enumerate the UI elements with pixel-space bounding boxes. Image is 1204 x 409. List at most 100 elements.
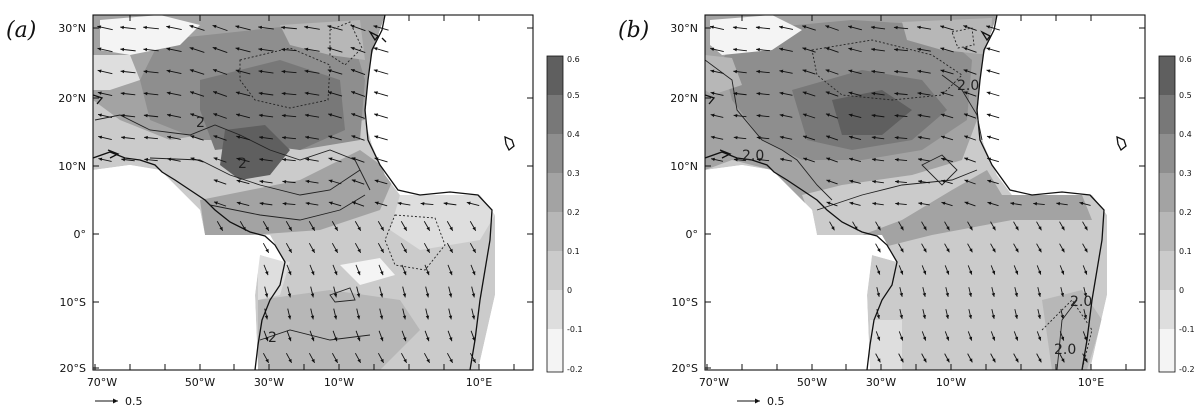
wind-vector-head: [190, 91, 194, 95]
wind-vector-head: [831, 226, 835, 231]
wind-vector-head: [1083, 292, 1088, 297]
panel-a-contour-labels: 2 2 2: [196, 115, 277, 346]
wind-vector-head: [213, 113, 218, 117]
panel-a-wind-vectors: [97, 24, 480, 364]
wind-vector-head: [854, 226, 858, 231]
wind-vector-head: [287, 315, 292, 320]
lat-tick-label: 20°N: [670, 92, 698, 105]
wind-vector-head: [1056, 201, 1061, 206]
wind-vector-head: [350, 46, 355, 51]
wind-vector-head: [1014, 292, 1019, 297]
wind-vector-head: [403, 248, 407, 253]
lat-tick-label: 10°N: [670, 160, 698, 173]
contour-label: 2.0: [1054, 342, 1076, 358]
wind-vector-head: [923, 358, 927, 363]
wind-vector-head: [281, 47, 286, 52]
wind-vector-head: [848, 113, 853, 117]
wind-vector-head: [922, 314, 927, 319]
wind-vector-head: [374, 179, 379, 183]
wind-vector-head: [287, 293, 292, 298]
wind-vector-head: [733, 157, 738, 162]
wind-vector-head: [420, 202, 425, 206]
wind-vector-head: [756, 135, 761, 140]
wind-vector-head: [166, 91, 171, 95]
wind-vector-head: [916, 25, 921, 30]
wind-vector-head: [304, 47, 309, 52]
wind-vector-head: [213, 135, 218, 139]
wind-vector-head: [825, 25, 830, 29]
wind-vector-head: [871, 157, 876, 162]
wind-vector-head: [356, 293, 361, 298]
wind-vector-head: [945, 292, 950, 297]
panel-b-reference-vector: 0.5: [737, 395, 785, 408]
wind-vector-head: [236, 201, 241, 205]
lon-tick-label: 30°W: [866, 376, 896, 389]
wind-vector-head: [258, 113, 263, 118]
wind-vector-head: [328, 113, 333, 117]
contour-label: 2.0: [1070, 294, 1092, 310]
wind-vector-head: [143, 91, 148, 96]
wind-vector-head: [941, 157, 946, 161]
wind-vector-head: [876, 336, 881, 341]
wind-vector-head: [826, 157, 831, 161]
colorbar-tick-label: 0.1: [1179, 247, 1192, 256]
wind-vector-head: [946, 248, 950, 253]
wind-vector-head: [219, 226, 223, 231]
wind-vector-head: [120, 91, 125, 96]
wind-vector-head: [265, 358, 269, 363]
wind-vector-head: [120, 113, 125, 118]
wind-vector-head: [917, 157, 922, 162]
wind-vector-head: [986, 91, 991, 95]
wind-vector-head: [235, 47, 240, 51]
wind-vector-head: [917, 69, 922, 74]
wind-vector-head: [357, 337, 361, 342]
wind-vector-head: [236, 179, 241, 183]
wind-vector-head: [328, 157, 333, 161]
wind-vector-head: [848, 69, 853, 73]
wind-vector-head: [964, 201, 969, 205]
wind-vector-head: [877, 358, 881, 363]
wind-vector-head: [803, 157, 808, 161]
wind-vector-head: [281, 113, 286, 118]
wind-vector-head: [327, 47, 332, 51]
colorbar-tick-label: 0.5: [1179, 91, 1192, 100]
wind-vector-head: [190, 157, 195, 161]
lat-tick-label: 20°N: [58, 92, 86, 105]
lat-tick-label: 10°S: [672, 296, 698, 309]
lon-tick-label: 70°W: [699, 376, 729, 389]
wind-vector-head: [98, 135, 103, 139]
wind-vector-head: [986, 113, 991, 117]
wind-vector-head: [732, 25, 737, 30]
panel-b-wind-vectors: [709, 25, 1091, 363]
wind-vector-head: [917, 113, 922, 118]
wind-vector-head: [779, 25, 783, 30]
wind-vector-head: [968, 270, 973, 275]
wind-vector-head: [120, 47, 125, 52]
wind-vector-head: [710, 91, 715, 96]
wind-vector-head: [143, 113, 148, 118]
wind-vector-head: [1015, 358, 1019, 363]
wind-vector-head: [351, 91, 356, 95]
wind-vector-head: [472, 248, 476, 253]
wind-vector-head: [1061, 248, 1065, 253]
wind-vector-head: [449, 248, 453, 253]
wind-vector-head: [1014, 270, 1019, 275]
wind-vector-head: [917, 135, 922, 140]
wind-vector-head: [871, 135, 876, 140]
wind-vector-head: [380, 226, 384, 231]
colorbar-tick-label: 0.4: [567, 130, 580, 139]
wind-vector-head: [894, 113, 899, 118]
wind-vector-head: [969, 358, 973, 363]
wind-vector-head: [922, 292, 927, 297]
lon-tick-label: 10°E: [466, 376, 492, 389]
wind-vector-head: [402, 293, 407, 298]
wind-vector-head: [282, 179, 287, 184]
wind-vector-head: [143, 25, 147, 30]
reference-vector-label: 0.5: [125, 395, 143, 408]
wind-vector-head: [258, 47, 263, 52]
wind-vector-head: [328, 179, 333, 183]
wind-vector-head: [403, 226, 407, 231]
wind-vector-head: [379, 293, 384, 298]
wind-vector-head: [259, 135, 263, 140]
wind-vector-head: [449, 226, 453, 231]
